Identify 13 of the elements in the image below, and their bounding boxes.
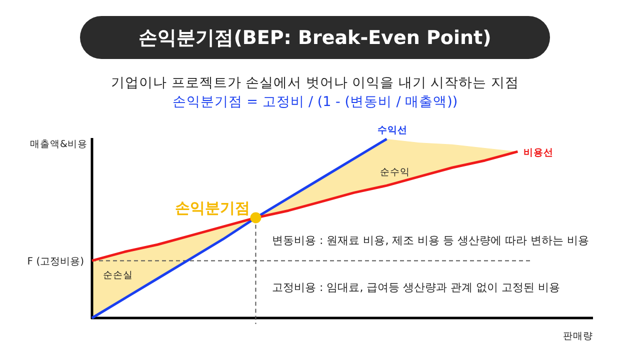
text: 손익분기점 = 고정비 / (1 - (변동비 / 매출액))	[172, 94, 458, 110]
y-axis-title: 매출액&비용	[30, 139, 88, 150]
annotation: 순수익	[380, 167, 410, 178]
annotation: 손익분기점	[175, 199, 250, 217]
ref-line-label: F (고정비용)	[27, 256, 84, 268]
annotation: 고정비용 : 임대료, 급여등 생산량과 관계 없이 고정된 비용	[272, 281, 560, 294]
series-label: 수익선	[378, 125, 408, 136]
chart-subtitle: 기업이나 프로젝트가 손실에서 벗어나 이익을 내기 시작하는 지점	[110, 75, 520, 91]
x-axis-title: 판매량	[563, 331, 593, 342]
annotation: 순손실	[103, 270, 133, 281]
series-label: 비용선	[524, 148, 554, 159]
annotation: 변동비용 : 원재료 비용, 제조 비용 등 생산량에 따라 변하는 비용	[272, 234, 590, 247]
chart-title: 손익분기점(BEP: Break-Even Point)	[138, 27, 492, 49]
